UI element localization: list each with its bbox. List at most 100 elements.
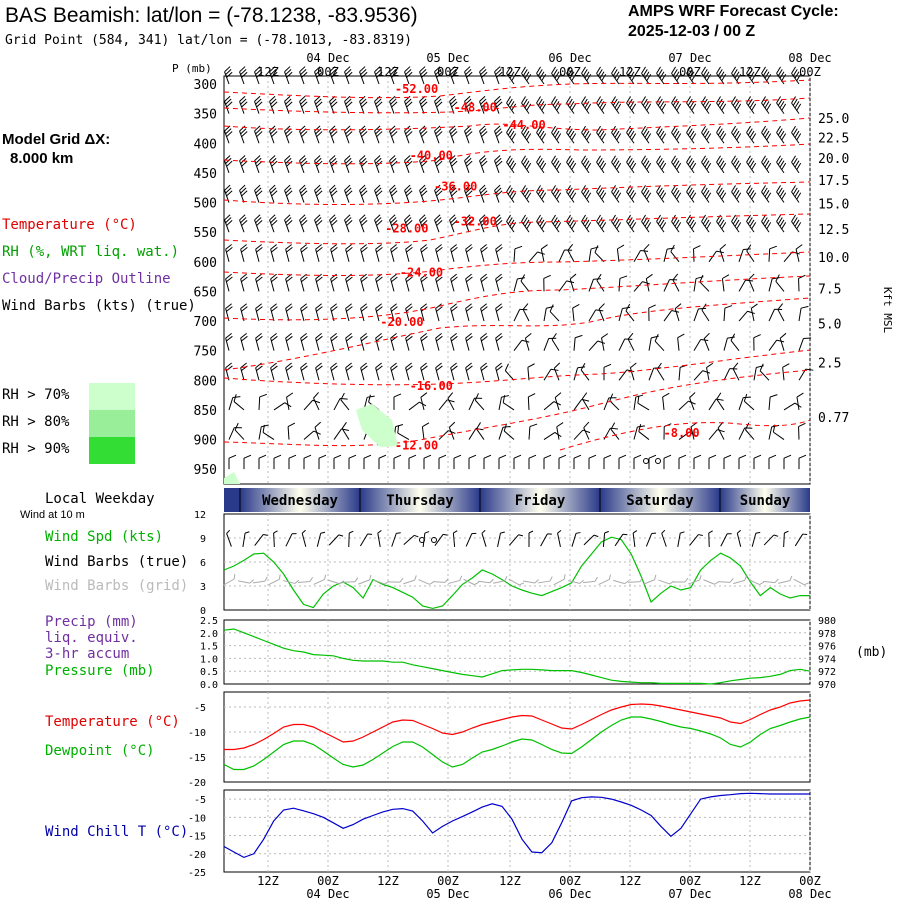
wind-barb [404,66,413,85]
wind-barb [693,245,701,262]
wind-barb [479,155,488,174]
kft-tick-label: 12.5 [818,223,849,238]
grid-wind-barb [793,578,810,586]
wind-barb [701,66,712,85]
weekday-cell [600,488,720,512]
wind-barb [419,214,428,233]
wind-barb [344,184,353,203]
pressure-y-tick: 978 [818,629,836,640]
rh-90-swatch [89,437,135,464]
weekday-label: Wednesday [262,493,338,509]
bottom-time-tick: 00Z [317,874,339,888]
wind-barb [269,95,278,114]
precip-y-tick: 0.0 [200,680,218,691]
true-wind-barb [602,530,609,548]
grid-wind-barb [403,575,417,585]
true-wind-barb [316,531,326,547]
grid-wind-barb [448,575,463,585]
wind-barb [374,214,383,233]
wind-barb [269,214,278,233]
top-date-label: 04 Dec [306,51,349,65]
temp-y-tick: -10 [188,728,206,739]
wind-barb [329,184,338,203]
grid-wind-barb [688,575,702,585]
wind-barb [240,273,248,292]
wind-barb [551,66,562,85]
grid-wind-barb [643,574,657,585]
wind-barb [397,425,410,440]
top-time-tick: 12Z [377,65,399,79]
wind-barb [596,125,607,144]
wind-barb [513,339,530,351]
wind-barb [699,274,710,292]
top-date-label: 07 Dec [668,51,711,65]
wind-chill-label: Wind Chill T (°C) [45,824,189,840]
wind-barb [341,421,350,440]
wind-barb [566,185,577,203]
wind-barb [224,125,233,144]
wind-barb [239,155,248,174]
kft-tick-label: 20.0 [818,152,849,167]
wind-barb [701,303,710,322]
temperature-contour-label: -28.00 [385,222,428,236]
wind-barb [420,392,428,411]
temp-y-tick: -5 [194,703,206,714]
wind-barb [480,303,488,322]
wind-barb [662,392,670,410]
true-wind-barb [348,530,354,548]
wind-barb [731,155,742,174]
true-wind-barb [583,534,599,546]
pressure-tick-label: 400 [194,137,217,152]
wind-barb [701,125,712,144]
true-wind-barb [736,529,742,547]
temperature-contour-label: -8.00 [664,426,700,440]
grid-wind-barb [523,579,539,584]
wind-barb [393,393,402,410]
wind-barb [345,362,353,381]
wind-barb [313,392,320,411]
wind-y-tick: 6 [200,558,206,569]
wind-barb [656,155,667,174]
wind-barb [390,273,398,292]
true-wind-barb [434,533,448,546]
grid-wind-barb [238,579,254,584]
wind-barb [701,185,712,203]
wind-barb [671,125,682,144]
wind-barb [225,273,233,292]
legend-temperature: Temperature (°C) [2,217,137,233]
wind-barb [225,244,233,262]
wind-barb [643,243,650,262]
wind-barb [689,392,696,411]
wind-barb [566,66,577,85]
wind-barb [240,333,248,351]
temperature-contour-label: -52.00 [395,82,438,96]
pressure-tick-label: 950 [194,463,217,478]
wind-barb [315,333,323,351]
wind-barb [513,245,523,262]
wind-barb [656,214,667,233]
wind-barb [300,303,308,322]
wind-barb [284,184,293,203]
wind-barb [299,95,308,114]
true-wind-barb [273,530,278,548]
wind-barb [625,303,635,322]
bottom-time-tick: 12Z [619,874,641,888]
wind-barb [435,244,443,262]
wind-barb [637,395,650,411]
wind-barb [450,244,458,262]
wind-barb [573,454,582,470]
weekday-label: Sunday [740,493,791,509]
wind-barb [732,362,740,381]
wind-barb [708,250,725,263]
grid-wind-barb [283,579,300,584]
wind-barb [738,427,753,440]
wind-barb [240,303,248,322]
wind-barb [686,214,697,233]
wind-barb [506,185,517,203]
wind-barb [254,125,263,144]
wind-barb [701,96,712,114]
bottom-time-tick: 12Z [739,874,761,888]
true-wind-barb [794,533,808,547]
pressure-unit: (mb) [856,645,887,660]
